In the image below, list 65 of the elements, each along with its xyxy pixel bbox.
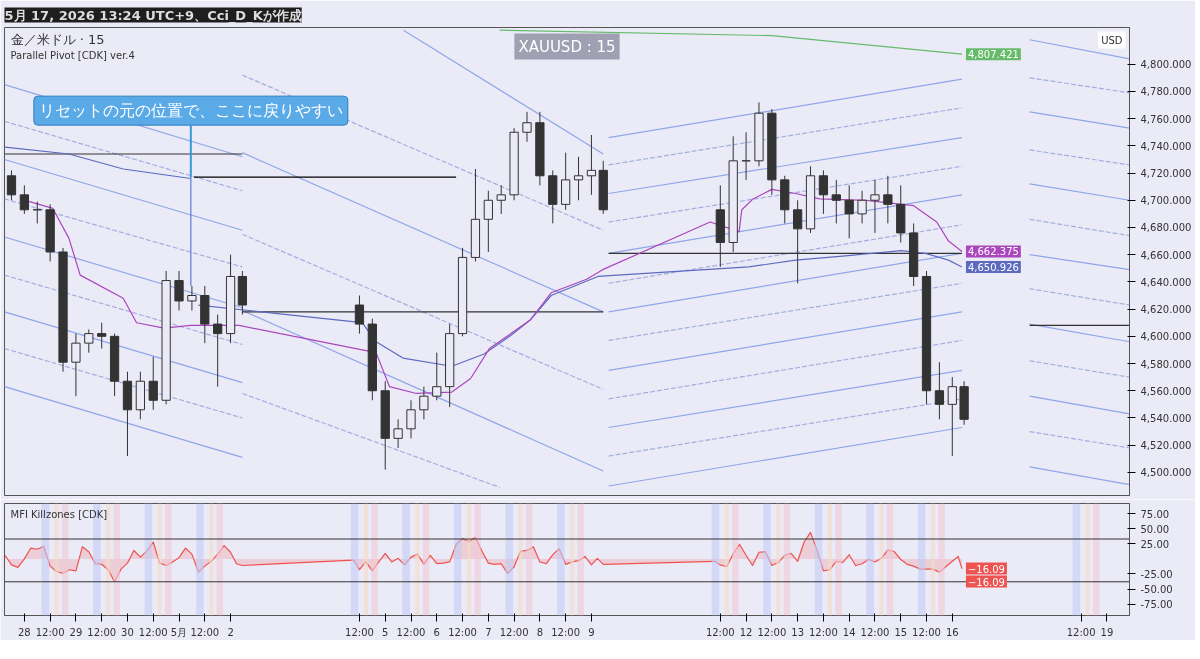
y-tick-label: -75.00 [1140,599,1173,611]
y-tick-label: 4,620.000 [1140,304,1192,316]
x-tick-label: 19 [1100,626,1114,638]
x-tick-label: 30 [121,626,134,638]
x-tick-label: 12:00 [138,626,168,638]
x-tick-label: 15 [894,626,908,638]
x-tick-label: 12:00 [1066,626,1096,638]
annotation: Parallel Pivot [CDK] ver.4 [10,49,135,61]
annotation: −16.09 [967,576,1005,588]
text: XAUUSD : 15 [518,37,616,56]
x-tick-label: 12:00 [499,626,529,638]
y-tick-label: 75.00 [1140,508,1170,520]
x-tick-label: 12:00 [448,626,477,638]
x-tick-label: 13 [791,626,805,638]
x-tick-label: 29 [69,626,83,638]
x-tick-label: 8 [536,626,544,638]
y-tick-label: 4,760.000 [1140,113,1192,125]
y-tick-label: 4,580.000 [1140,358,1192,370]
x-tick-label: 12:00 [35,626,65,638]
x-tick-label: 5 [382,626,389,638]
x-tick-label: 12:00 [860,626,890,638]
x-tick-label: 12:00 [912,626,941,638]
x-tick-label: 6 [433,626,440,638]
x-tick-label: 12 [739,626,753,638]
y-tick-label: 4,640.000 [1140,276,1192,288]
x-tick-label: 14 [842,626,856,638]
y-tick-label: -25.00 [1140,568,1173,580]
y-tick-label: 4,800.000 [1140,59,1192,71]
x-tick-label: 12:00 [190,626,220,638]
annotation: −16.09 [967,563,1005,575]
y-tick-label: 4,740.000 [1140,140,1192,152]
x-tick-label: 28 [18,626,31,638]
x-tick-label: 12:00 [757,626,787,638]
x-tick-label: 12:00 [87,626,117,638]
y-tick-label: 4,600.000 [1140,331,1192,343]
annotation: リセットの元の位置で、ここに戻りやすい [38,101,343,121]
x-tick-label: 12:00 [705,626,735,638]
text: 5月 17, 2026 13:24 UTC+9、Cci_D_Kが作成 [4,7,302,24]
x-tick-label: 7 [485,626,492,638]
text: MFI Killzones [CDK] [10,508,108,520]
x-tick-label: 5月 [170,626,188,638]
y-tick-label: 4,560.000 [1140,385,1192,397]
x-tick-label: 2 [227,626,234,638]
y-tick-label: 25.00 [1140,538,1170,550]
x-tick-label: 12:00 [551,626,581,638]
x-tick-label: 12:00 [396,626,426,638]
annotation: USD [1101,34,1123,46]
y-tick-label: 4,680.000 [1140,222,1192,234]
y-tick-label: 50.00 [1140,523,1170,535]
y-tick-label: 4,660.000 [1140,249,1192,261]
chart-subtitle: 金／米ドル · 15 [10,31,105,47]
x-tick-label: 12:00 [345,626,374,638]
y-tick-label: 4,540.000 [1140,412,1192,424]
annotation: 4,650.926 [967,262,1019,274]
x-tick-label: 12:00 [809,626,838,638]
y-tick-label: 4,700.000 [1140,195,1192,207]
x-tick-label: 16 [945,626,959,638]
y-tick-label: 4,520.000 [1140,440,1192,452]
y-tick-label: 4,720.000 [1140,168,1192,180]
y-tick-label: 4,780.000 [1140,86,1192,98]
annotation: 4,662.375 [967,246,1019,258]
annotation: 4,807.421 [967,49,1019,61]
y-tick-label: 4,500.000 [1140,467,1192,479]
x-tick-label: 9 [588,626,595,638]
y-tick-label: -50.00 [1140,584,1173,596]
